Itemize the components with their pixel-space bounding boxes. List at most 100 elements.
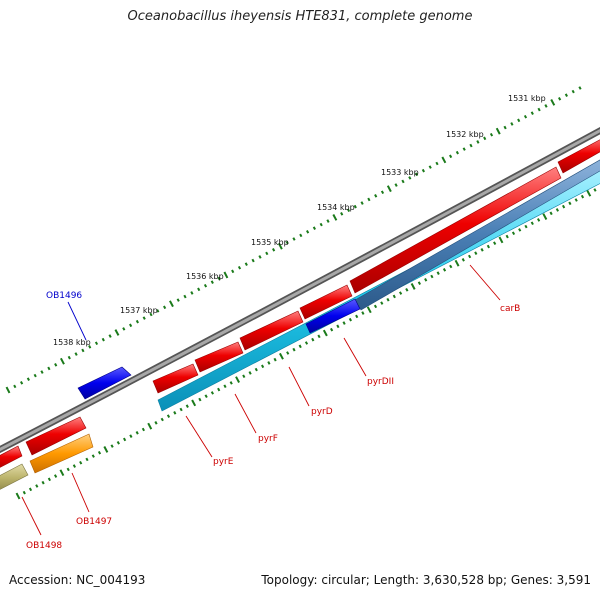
topology-text: Topology: circular; Length: 3,630,528 bp… (261, 573, 591, 587)
outer-ring-tick (435, 161, 439, 166)
gene-pyrE-forward[interactable] (152, 363, 199, 394)
gene-pyrF-forward[interactable] (194, 341, 244, 373)
outer-ring-tick (5, 386, 11, 394)
outer-ring-tick (108, 334, 112, 338)
outer-ring-tick (380, 190, 385, 195)
outer-ring-tick (346, 208, 351, 213)
outer-ring-tick (306, 230, 310, 234)
inner-ring-tick (336, 324, 340, 329)
outer-ring-tick (156, 309, 160, 313)
inner-ring-tick (173, 411, 177, 415)
outer-ring-tick (54, 363, 58, 367)
outer-ring-tick (88, 345, 92, 349)
outer-ring-tick (277, 242, 283, 250)
outer-ring-tick (564, 93, 568, 97)
inner-ring-tick (204, 394, 208, 398)
label-ob1498[interactable]: OB1498 (26, 541, 62, 551)
inner-ring-tick (342, 321, 346, 325)
label-pyrE[interactable]: pyrE (213, 457, 234, 467)
outer-ring-tick (223, 271, 229, 279)
outer-ring-tick (60, 357, 65, 365)
inner-ring-tick (286, 351, 290, 355)
outer-ring-tick (495, 127, 501, 135)
inner-ring-tick (292, 347, 296, 352)
gene-next-forward[interactable] (557, 137, 600, 174)
outer-ring-tick (428, 165, 432, 169)
inner-ring-tick (85, 457, 89, 462)
gene-ob1497-forward[interactable] (25, 416, 87, 456)
outer-ring-tick (360, 201, 364, 205)
outer-ring-tick (251, 258, 255, 263)
outer-ring-tick (374, 194, 378, 198)
label-ob1497[interactable]: OB1497 (76, 517, 112, 527)
gene-carB-forward[interactable] (349, 166, 562, 294)
inner-ring-tick (486, 244, 490, 249)
outer-ring-tick (135, 319, 139, 324)
outer-ring-tick (415, 172, 419, 177)
outer-ring-tick (523, 114, 528, 119)
inner-ring-tick (66, 467, 70, 472)
tick-label-1536: 1536 kbp (186, 272, 224, 281)
inner-ring-tick (373, 304, 378, 309)
outer-ring-tick (510, 122, 514, 126)
inner-ring-tick (330, 327, 334, 332)
inner-ring-tick (580, 194, 585, 199)
inner-ring-tick (461, 258, 465, 262)
outer-ring-tick (129, 323, 133, 328)
outer-ring-tick (217, 276, 221, 281)
inner-dotted-ring (15, 188, 597, 500)
inner-ring-tick (468, 254, 472, 259)
outer-ring-tick (244, 262, 248, 266)
outer-ring-tick (550, 99, 556, 106)
outer-ring-tick (571, 89, 575, 94)
inner-ring-tick (15, 492, 21, 500)
inner-ring-tick (493, 241, 497, 245)
accession-text: Accession: NC_004193 (9, 573, 146, 587)
outer-ring-tick (142, 316, 146, 320)
outer-ring-tick (319, 222, 323, 227)
outer-ring-tick (231, 269, 235, 274)
label-pyrDII[interactable]: pyrDII (367, 377, 394, 387)
outer-ring-tick (394, 183, 398, 187)
outer-ring-tick (462, 147, 466, 151)
inner-ring-tick (166, 414, 171, 418)
outer-ring-tick (312, 226, 316, 230)
inner-ring-tick (542, 213, 548, 220)
label-carB[interactable]: carB (500, 304, 520, 314)
gene-ob1498-forward[interactable] (0, 445, 23, 470)
outer-ring-tick (292, 237, 296, 241)
outer-ring-tick (326, 219, 330, 223)
inner-ring-tick (530, 221, 534, 226)
inner-ring-tick (41, 480, 45, 485)
outer-ring-tick (408, 176, 412, 180)
outer-ring-tick (122, 327, 126, 331)
gene-pyrDII-lower[interactable] (305, 298, 361, 334)
label-pyrD[interactable]: pyrD (311, 407, 333, 417)
outer-ring-tick (183, 294, 187, 299)
gene-carB-lower[interactable] (354, 157, 600, 311)
inner-ring-tick (28, 487, 33, 492)
outer-ring-tick (578, 86, 582, 90)
gene-pyrDII-forward[interactable] (299, 284, 353, 320)
gene-ob1497-lower[interactable] (29, 433, 94, 474)
inner-ring-tick (91, 454, 95, 458)
gene-ob1496[interactable] (77, 366, 132, 400)
inner-ring-tick (454, 259, 460, 267)
inner-ring-tick (442, 268, 447, 272)
gene-ob1498-lower[interactable] (0, 463, 29, 492)
outer-ring-tick (489, 132, 494, 137)
label-ob1496[interactable]: OB1496 (46, 291, 82, 301)
outer-ring-tick (74, 352, 78, 356)
outer-ring-tick (163, 305, 167, 310)
outer-ring-tick (272, 248, 276, 252)
inner-ring-tick (210, 391, 214, 395)
gene-pyrD-forward[interactable] (239, 310, 304, 351)
label-pyrF[interactable]: pyrF (258, 434, 278, 444)
tick-label-1538: 1538 kbp (53, 338, 91, 347)
inner-ring-tick (449, 264, 453, 269)
outer-ring-tick (517, 118, 521, 123)
outer-ring-tick (299, 233, 303, 238)
inner-ring-tick (392, 294, 396, 299)
